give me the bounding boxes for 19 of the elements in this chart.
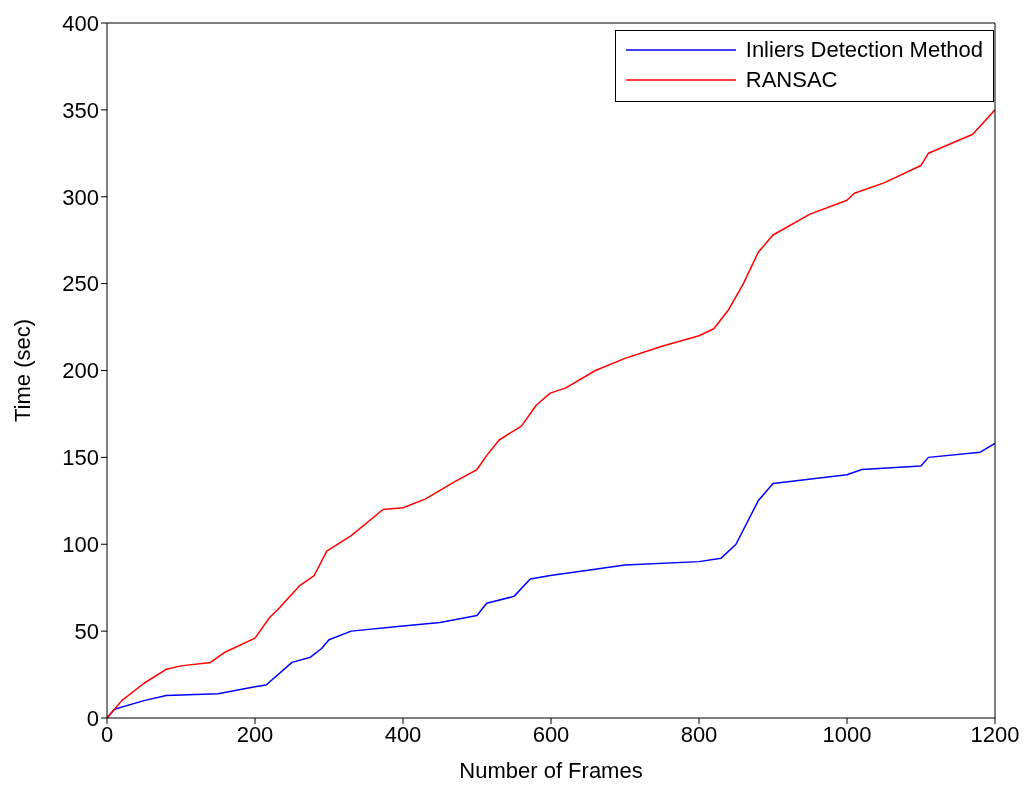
y-tick-label: 100 (62, 532, 99, 558)
x-axis-title: Number of Frames (459, 758, 643, 783)
x-tick-label: 1000 (822, 721, 872, 747)
y-tick-label: 200 (62, 358, 99, 384)
y-axis-title: Time (sec) (9, 318, 35, 423)
y-tick-label: 150 (62, 445, 99, 471)
x-tick-label: 800 (680, 721, 718, 747)
x-tick-label: 400 (384, 721, 422, 747)
y-tick-label: 300 (62, 184, 99, 210)
legend-label: RANSAC (745, 67, 838, 93)
x-tick-label: 1200 (970, 721, 1020, 747)
x-tick-label: 200 (236, 721, 274, 747)
y-tick-label: 400 (62, 10, 99, 36)
y-tick-label: 350 (62, 97, 99, 123)
y-tick-label: 50 (74, 618, 99, 644)
y-tick-label: 0 (86, 705, 99, 731)
y-tick-label: 250 (62, 271, 99, 297)
legend-label: Inliers Detection Method (745, 37, 983, 63)
x-tick-label: 600 (532, 721, 570, 747)
